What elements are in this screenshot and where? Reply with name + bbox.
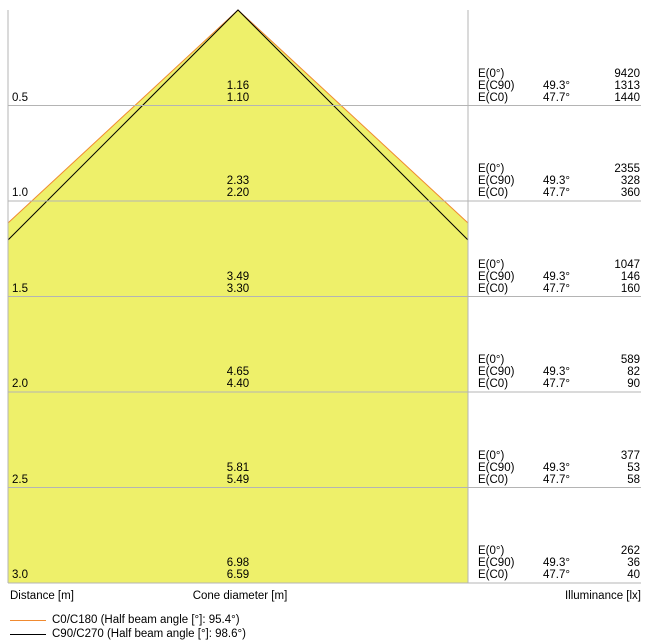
c90-angle: 49.3° <box>543 557 570 569</box>
e0-value: 589 <box>620 354 640 366</box>
e-c0-value: 1440 <box>614 91 640 104</box>
legend-c90-label: C90/C270 (Half beam angle [°]: 98.6°) <box>52 628 246 640</box>
cone-diameter-c90: 5.81 <box>226 461 250 474</box>
e-c0-label: E(C0) <box>478 282 509 295</box>
e-c90-value: 36 <box>627 557 640 569</box>
e0-value: 9420 <box>614 67 640 80</box>
distance-value: 2.0 <box>12 378 28 390</box>
cone-diameter-axis-label: Cone diameter [m] <box>192 590 288 602</box>
e0-label: E(0°) <box>478 163 505 175</box>
distance-axis-label: Distance [m] <box>10 590 74 602</box>
cone-diameter-c90: 1.16 <box>226 79 250 92</box>
distance-value: 1.0 <box>12 187 28 199</box>
cone-diameter-c90: 4.65 <box>226 366 250 378</box>
e-c90-label: E(C90) <box>478 461 515 474</box>
e-c90-value: 146 <box>620 270 640 283</box>
cone-diameter-c0: 4.40 <box>226 378 250 390</box>
e0-value: 377 <box>620 449 640 462</box>
e-c0-label: E(C0) <box>478 569 509 581</box>
cone-diameter-c0: 6.59 <box>226 569 250 581</box>
cone-diameter-c0: 3.30 <box>226 282 250 295</box>
c90-angle: 49.3° <box>543 79 570 92</box>
cone-diameter-c90: 2.33 <box>226 175 250 187</box>
e-c90-label: E(C90) <box>478 557 515 569</box>
e-c0-label: E(C0) <box>478 187 509 199</box>
e0-label: E(0°) <box>478 449 505 462</box>
e0-value: 262 <box>620 545 640 557</box>
distance-value: 0.5 <box>12 91 28 104</box>
c90-beam-outline <box>7 9 469 241</box>
e-c0-label: E(C0) <box>478 473 509 486</box>
e0-label: E(0°) <box>478 354 505 366</box>
e-c90-label: E(C90) <box>478 366 515 378</box>
distance-value: 2.5 <box>12 473 28 486</box>
e0-label: E(0°) <box>478 258 505 271</box>
c90-angle: 49.3° <box>543 270 570 283</box>
e-c90-value: 328 <box>620 175 640 187</box>
e-c0-value: 160 <box>620 282 640 295</box>
cone-diameter-c0: 5.49 <box>226 473 250 486</box>
e-c90-value: 53 <box>627 461 640 474</box>
c0-angle: 47.7° <box>543 187 570 199</box>
e-c0-label: E(C0) <box>478 378 509 390</box>
e-c0-value: 58 <box>627 473 640 486</box>
e0-value: 1047 <box>614 258 640 271</box>
e-c0-value: 360 <box>620 187 640 199</box>
illuminance-axis-label: Illuminance [lx] <box>564 590 641 602</box>
c0-angle: 47.7° <box>543 473 570 486</box>
c0-angle: 47.7° <box>543 282 570 295</box>
e0-label: E(0°) <box>478 67 505 80</box>
e0-value: 2355 <box>614 163 640 175</box>
distance-value: 1.5 <box>12 282 28 295</box>
legend-c90-line <box>10 634 46 635</box>
legend-c0-label: C0/C180 (Half beam angle [°]: 95.4°) <box>52 614 240 626</box>
e-c0-value: 40 <box>627 569 640 581</box>
cone-diameter-c90: 3.49 <box>226 270 250 283</box>
c0-angle: 47.7° <box>543 91 570 104</box>
legend-c0-line <box>10 620 46 621</box>
e-c90-label: E(C90) <box>478 79 515 92</box>
cone-diameter-c0: 2.20 <box>226 187 250 199</box>
e-c0-label: E(C0) <box>478 91 509 104</box>
c0-angle: 47.7° <box>543 569 570 581</box>
c90-angle: 49.3° <box>543 366 570 378</box>
distance-value: 3.0 <box>12 569 28 581</box>
c90-angle: 49.3° <box>543 461 570 474</box>
c90-angle: 49.3° <box>543 175 570 187</box>
e-c90-label: E(C90) <box>478 175 515 187</box>
cone-diameter-c0: 1.10 <box>226 91 250 104</box>
c0-angle: 47.7° <box>543 378 570 390</box>
e-c90-value: 1313 <box>614 79 640 92</box>
cone-diameter-c90: 6.98 <box>226 557 250 569</box>
e-c0-value: 90 <box>627 378 640 390</box>
e-c90-label: E(C90) <box>478 270 515 283</box>
e-c90-value: 82 <box>627 366 640 378</box>
e0-label: E(0°) <box>478 545 505 557</box>
